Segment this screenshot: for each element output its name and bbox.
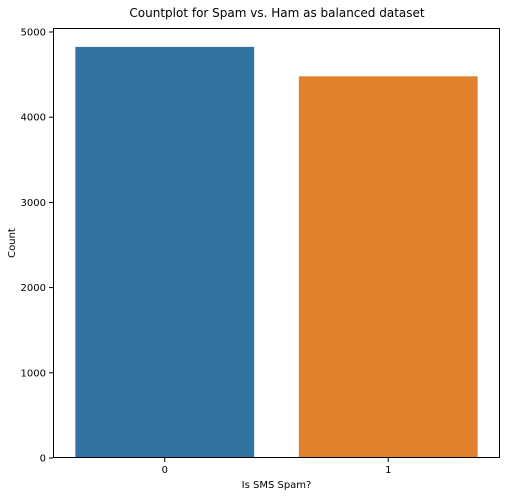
y-axis-ticks: 0 1000 2000 3000 4000 5000 [21, 28, 53, 465]
y-tick-label: 1000 [21, 368, 46, 379]
bars-group [75, 46, 478, 458]
y-tick-label: 0 [40, 454, 46, 465]
y-axis-label: Count [7, 228, 18, 258]
x-axis-label: Is SMS Spam? [242, 480, 312, 491]
y-tick-label: 2000 [21, 283, 46, 294]
x-tick-label: 0 [162, 465, 168, 476]
bar-0 [75, 46, 255, 458]
y-tick-label: 3000 [21, 198, 46, 209]
y-tick-label: 4000 [21, 113, 46, 124]
chart-title: Countplot for Spam vs. Ham as balanced d… [129, 6, 424, 20]
plot-frame [53, 28, 500, 458]
x-tick-label: 1 [385, 465, 391, 476]
bar-1 [298, 76, 478, 458]
y-tick-label: 5000 [21, 28, 46, 39]
